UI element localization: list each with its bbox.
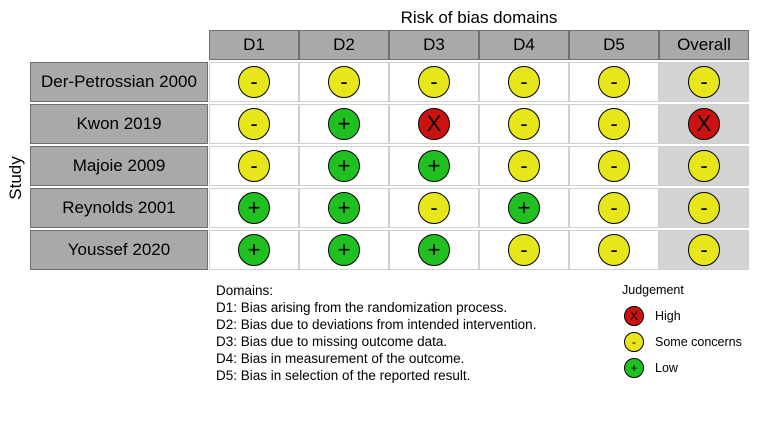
judgement-cell: + xyxy=(299,104,389,144)
judgement-cell: - xyxy=(569,62,659,102)
judgement-cell: - xyxy=(659,188,749,228)
judgement-legend-label: High xyxy=(655,309,681,323)
judgement-cell: - xyxy=(569,230,659,270)
judgement-some-marker: - xyxy=(598,150,630,182)
study-label: Kwon 2019 xyxy=(30,104,208,144)
judgement-some-marker: - xyxy=(418,66,450,98)
judgement-cell: X xyxy=(659,104,749,144)
judgement-some-marker: - xyxy=(688,234,720,266)
judgement-cell: - xyxy=(389,62,479,102)
chart-title: Risk of bias domains xyxy=(400,8,558,27)
judgement-cell: - xyxy=(389,188,479,228)
judgement-legend-label: Low xyxy=(655,361,678,375)
judgement-low-marker: + xyxy=(238,192,270,224)
judgement-some-marker: - xyxy=(508,150,540,182)
judgement-cell: - xyxy=(479,62,569,102)
judgement-low-marker: + xyxy=(328,108,360,140)
domains-legend-heading: Domains: xyxy=(216,283,274,298)
judgement-cell: - xyxy=(659,230,749,270)
judgement-cell: - xyxy=(659,62,749,102)
judgement-cell: - xyxy=(209,62,299,102)
y-axis-label-text: Study xyxy=(6,156,25,200)
judgement-some-marker: - xyxy=(508,234,540,266)
judgement-cell: - xyxy=(479,146,569,186)
column-header-overall: Overall xyxy=(659,30,749,60)
judgement-cell: - xyxy=(209,104,299,144)
judgement-some-marker: - xyxy=(238,150,270,182)
study-label: Der-Petrossian 2000 xyxy=(30,62,208,102)
column-header-d3: D3 xyxy=(389,30,479,60)
judgement-legend-item-some: - Some concerns xyxy=(624,331,742,353)
judgement-cell: + xyxy=(389,146,479,186)
judgement-low-marker: + xyxy=(328,150,360,182)
study-label: Reynolds 2001 xyxy=(30,188,208,228)
judgement-some-marker: - xyxy=(238,108,270,140)
column-header-d4: D4 xyxy=(479,30,569,60)
judgement-high-marker: X xyxy=(418,108,450,140)
judgement-some-marker: - xyxy=(688,66,720,98)
judgement-some-marker: - xyxy=(598,66,630,98)
judgement-some-marker: - xyxy=(598,108,630,140)
judgement-cell: + xyxy=(299,230,389,270)
domain-d5-description: D5: Bias in selection of the reported re… xyxy=(216,368,471,383)
judgement-some-marker: - xyxy=(598,234,630,266)
judgement-low-marker: + xyxy=(328,192,360,224)
judgement-cell: - xyxy=(479,104,569,144)
y-axis-label: Study xyxy=(4,148,28,208)
judgement-cell: - xyxy=(299,62,389,102)
judgement-cell: - xyxy=(569,188,659,228)
domain-d4-description: D4: Bias in measurement of the outcome. xyxy=(216,351,465,366)
judgement-cell: - xyxy=(569,104,659,144)
judgement-cell: - xyxy=(209,146,299,186)
domain-d2-description: D2: Bias due to deviations from intended… xyxy=(216,317,537,332)
judgement-some-marker: - xyxy=(688,150,720,182)
judgement-some-marker: - xyxy=(688,192,720,224)
judgement-low-marker: + xyxy=(508,192,540,224)
column-header-d5: D5 xyxy=(569,30,659,60)
study-label: Majoie 2009 xyxy=(30,146,208,186)
judgement-cell: + xyxy=(299,188,389,228)
judgement-some-marker: - xyxy=(418,192,450,224)
judgement-low-marker: + xyxy=(328,234,360,266)
judgement-low-marker: + xyxy=(238,234,270,266)
judgement-low-marker: + xyxy=(418,150,450,182)
study-label: Youssef 2020 xyxy=(30,230,208,270)
judgement-cell: + xyxy=(479,188,569,228)
judgement-low-swatch: + xyxy=(624,358,644,378)
domains-legend: Domains: D1: Bias arising from the rando… xyxy=(216,282,536,384)
column-header-d1: D1 xyxy=(209,30,299,60)
judgement-some-marker: - xyxy=(508,66,540,98)
judgement-cell: - xyxy=(479,230,569,270)
judgement-cell: + xyxy=(389,230,479,270)
judgement-high-swatch: X xyxy=(624,306,644,326)
judgement-cell: + xyxy=(209,230,299,270)
judgement-some-swatch: - xyxy=(624,332,644,352)
judgement-cell: + xyxy=(299,146,389,186)
domain-d1-description: D1: Bias arising from the randomization … xyxy=(216,300,508,315)
judgement-cell: - xyxy=(569,146,659,186)
judgement-cell: + xyxy=(209,188,299,228)
judgement-low-marker: + xyxy=(418,234,450,266)
judgement-high-marker: X xyxy=(688,108,720,140)
judgement-legend-label: Some concerns xyxy=(655,335,742,349)
judgement-legend-item-low: + Low xyxy=(624,357,678,379)
judgement-legend-item-high: X High xyxy=(624,305,681,327)
judgement-cell: - xyxy=(659,146,749,186)
judgement-some-marker: - xyxy=(328,66,360,98)
domain-d3-description: D3: Bias due to missing outcome data. xyxy=(216,334,448,349)
judgement-some-marker: - xyxy=(598,192,630,224)
judgement-some-marker: - xyxy=(508,108,540,140)
judgement-legend-heading: Judgement xyxy=(622,283,684,297)
judgement-cell: X xyxy=(389,104,479,144)
column-header-d2: D2 xyxy=(299,30,389,60)
judgement-some-marker: - xyxy=(238,66,270,98)
